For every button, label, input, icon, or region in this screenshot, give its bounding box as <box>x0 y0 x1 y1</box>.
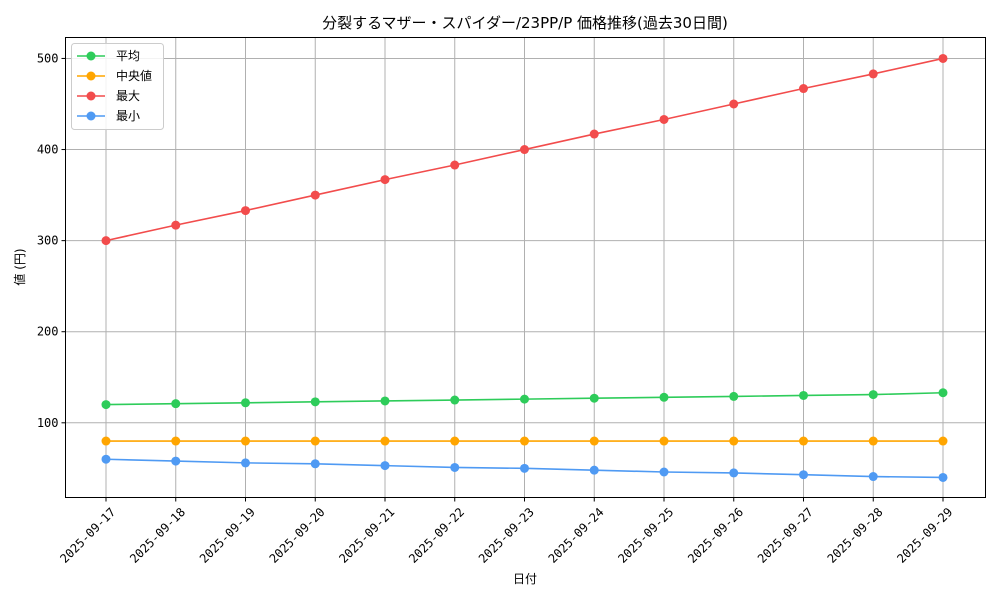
data-point <box>868 472 878 482</box>
x-tick-label: 2025-09-17 <box>57 505 118 566</box>
y-axis-label: 値 (円) <box>12 248 27 285</box>
data-point <box>380 175 390 185</box>
data-point <box>171 220 181 230</box>
data-point <box>241 436 250 446</box>
data-point <box>310 459 320 469</box>
x-tick-label: 2025-09-29 <box>894 505 955 566</box>
y-tick-label: 500 <box>37 51 59 65</box>
legend-label: 最大 <box>116 89 140 103</box>
data-point <box>729 436 739 446</box>
y-tick-label: 200 <box>37 325 59 339</box>
legend-marker <box>86 51 96 61</box>
x-axis-label: 日付 <box>513 572 537 586</box>
grid <box>65 37 986 498</box>
data-point <box>101 454 111 464</box>
data-point <box>799 436 808 446</box>
legend-box <box>71 43 164 130</box>
data-point <box>589 436 599 446</box>
data-point <box>520 463 529 473</box>
data-point <box>520 436 529 446</box>
legend-marker <box>86 71 96 81</box>
data-point <box>450 160 460 170</box>
x-tick-label: 2025-09-26 <box>685 505 746 566</box>
data-point <box>171 399 181 409</box>
data-point <box>241 206 250 216</box>
data-point <box>310 436 320 446</box>
data-point <box>380 396 390 406</box>
data-point <box>171 456 181 466</box>
legend-label: 最小 <box>116 109 140 123</box>
data-point <box>868 436 878 446</box>
data-point <box>520 394 529 404</box>
data-point <box>729 99 739 109</box>
data-point <box>310 397 320 407</box>
x-tick-label: 2025-09-20 <box>267 505 328 566</box>
legend-marker <box>86 111 96 121</box>
data-point <box>101 436 111 446</box>
data-point <box>380 436 390 446</box>
data-point <box>450 436 460 446</box>
plot-frame <box>65 37 986 498</box>
data-point <box>799 470 808 480</box>
y-tick-label: 400 <box>37 143 59 157</box>
data-point <box>938 472 948 482</box>
x-axis: 2025-09-17 2025-09-18 2025-09-19 2025-09-20… <box>57 497 955 566</box>
x-tick-label: 2025-09-22 <box>406 505 467 566</box>
legend-marker <box>86 91 96 101</box>
data-point <box>450 395 460 405</box>
x-tick-label: 2025-09-21 <box>336 505 397 566</box>
data-point <box>241 398 250 408</box>
data-point <box>589 393 599 403</box>
data-point <box>868 69 878 79</box>
data-point <box>171 436 181 446</box>
x-tick-label: 2025-09-19 <box>197 505 258 566</box>
data-point <box>868 390 878 400</box>
data-point <box>380 461 390 471</box>
data-point <box>938 53 948 63</box>
data-point <box>938 388 948 398</box>
series-layer <box>101 53 948 482</box>
data-point <box>450 462 460 472</box>
data-point <box>589 129 599 139</box>
y-tick-label: 300 <box>37 234 59 248</box>
data-point <box>659 467 669 477</box>
data-point <box>241 458 250 468</box>
data-point <box>799 390 808 400</box>
data-point <box>520 145 529 155</box>
x-tick-label: 2025-09-24 <box>546 505 607 566</box>
data-point <box>101 236 111 246</box>
legend-label: 平均 <box>116 49 140 63</box>
data-point <box>589 465 599 475</box>
data-point <box>659 436 669 446</box>
x-tick-label: 2025-09-27 <box>755 505 816 566</box>
data-point <box>799 84 808 94</box>
x-tick-label: 2025-09-18 <box>127 505 188 566</box>
y-tick-label: 100 <box>37 416 59 430</box>
data-point <box>729 468 739 478</box>
data-point <box>729 391 739 401</box>
data-point <box>659 392 669 402</box>
x-tick-label: 2025-09-28 <box>825 505 886 566</box>
chart-title: 分裂するマザー・スパイダー/23PP/P 価格推移(過去30日間) <box>322 14 728 32</box>
data-point <box>310 190 320 200</box>
data-point <box>101 400 111 410</box>
y-axis: 100 200 300 400 500 <box>37 51 66 430</box>
x-tick-label: 2025-09-25 <box>615 505 676 566</box>
data-point <box>659 114 669 124</box>
data-point <box>938 436 948 446</box>
legend-label: 中央値 <box>116 68 152 83</box>
x-tick-label: 2025-09-23 <box>476 505 537 566</box>
